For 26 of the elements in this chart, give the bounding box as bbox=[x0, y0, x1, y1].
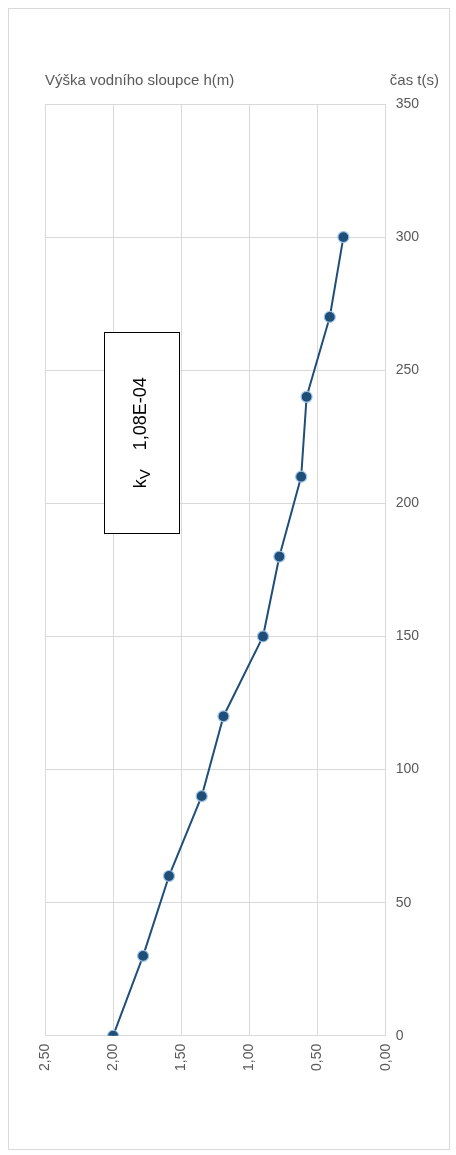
point bbox=[295, 470, 308, 483]
x-tick-label: 0,50 bbox=[308, 1043, 325, 1071]
x-tick-label: 1,50 bbox=[172, 1043, 189, 1071]
y-axis-title: čas t(s) bbox=[389, 71, 439, 88]
y-tick-label: 50 bbox=[395, 893, 412, 910]
point bbox=[323, 310, 336, 324]
y-tick-label: 200 bbox=[395, 494, 420, 511]
y-tick-label: 100 bbox=[395, 760, 420, 777]
y-tick-label: 350 bbox=[395, 94, 420, 111]
point bbox=[162, 869, 176, 883]
point bbox=[337, 231, 350, 244]
y-tick-label: 150 bbox=[395, 627, 420, 644]
point bbox=[195, 790, 208, 803]
y-tick-label: 300 bbox=[395, 227, 420, 244]
point bbox=[300, 390, 313, 403]
x-tick-label: 2,00 bbox=[103, 1043, 120, 1071]
x-tick-label: 1,00 bbox=[240, 1043, 257, 1071]
x-tick-label: 2,50 bbox=[35, 1043, 52, 1071]
x-axis-title: Výška vodního sloupce h(m) bbox=[45, 71, 235, 88]
point bbox=[137, 949, 150, 962]
point bbox=[256, 630, 270, 643]
point bbox=[273, 550, 286, 563]
y-tick-label: 0 bbox=[395, 1026, 404, 1043]
y-tick-label: 250 bbox=[395, 361, 420, 378]
x-tick-label: 0,00 bbox=[376, 1043, 393, 1071]
point bbox=[217, 710, 230, 723]
